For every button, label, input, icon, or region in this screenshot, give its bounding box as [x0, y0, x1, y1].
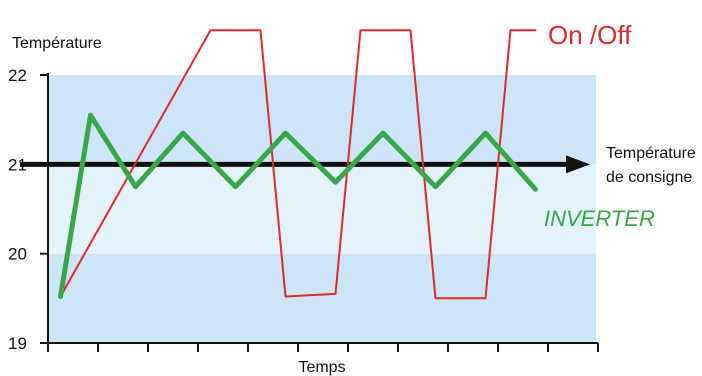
setpoint-label-line2: de consigne — [606, 169, 692, 186]
setpoint-arrowhead — [566, 155, 590, 174]
y-tick-label-20: 20 — [8, 245, 27, 264]
y-axis-label: Température — [12, 35, 102, 52]
setpoint-arrow — [20, 155, 590, 174]
series-line-inverter — [58, 112, 538, 299]
setpoint-label-line1: Température — [606, 145, 696, 162]
series-label-inverter: INVERTER — [544, 206, 655, 231]
band-0 — [48, 253, 596, 343]
y-tick-label-22: 22 — [8, 66, 27, 85]
y-tick-label-19: 19 — [8, 334, 27, 353]
band-2 — [48, 75, 596, 165]
series-line-onoff — [59, 29, 537, 300]
y-tick-label-21: 21 — [8, 155, 27, 174]
series-lines — [58, 29, 538, 300]
series-label-onoff: On /Off — [548, 20, 632, 50]
x-axis-label: Temps — [298, 359, 345, 376]
temperature-bands — [48, 75, 596, 343]
